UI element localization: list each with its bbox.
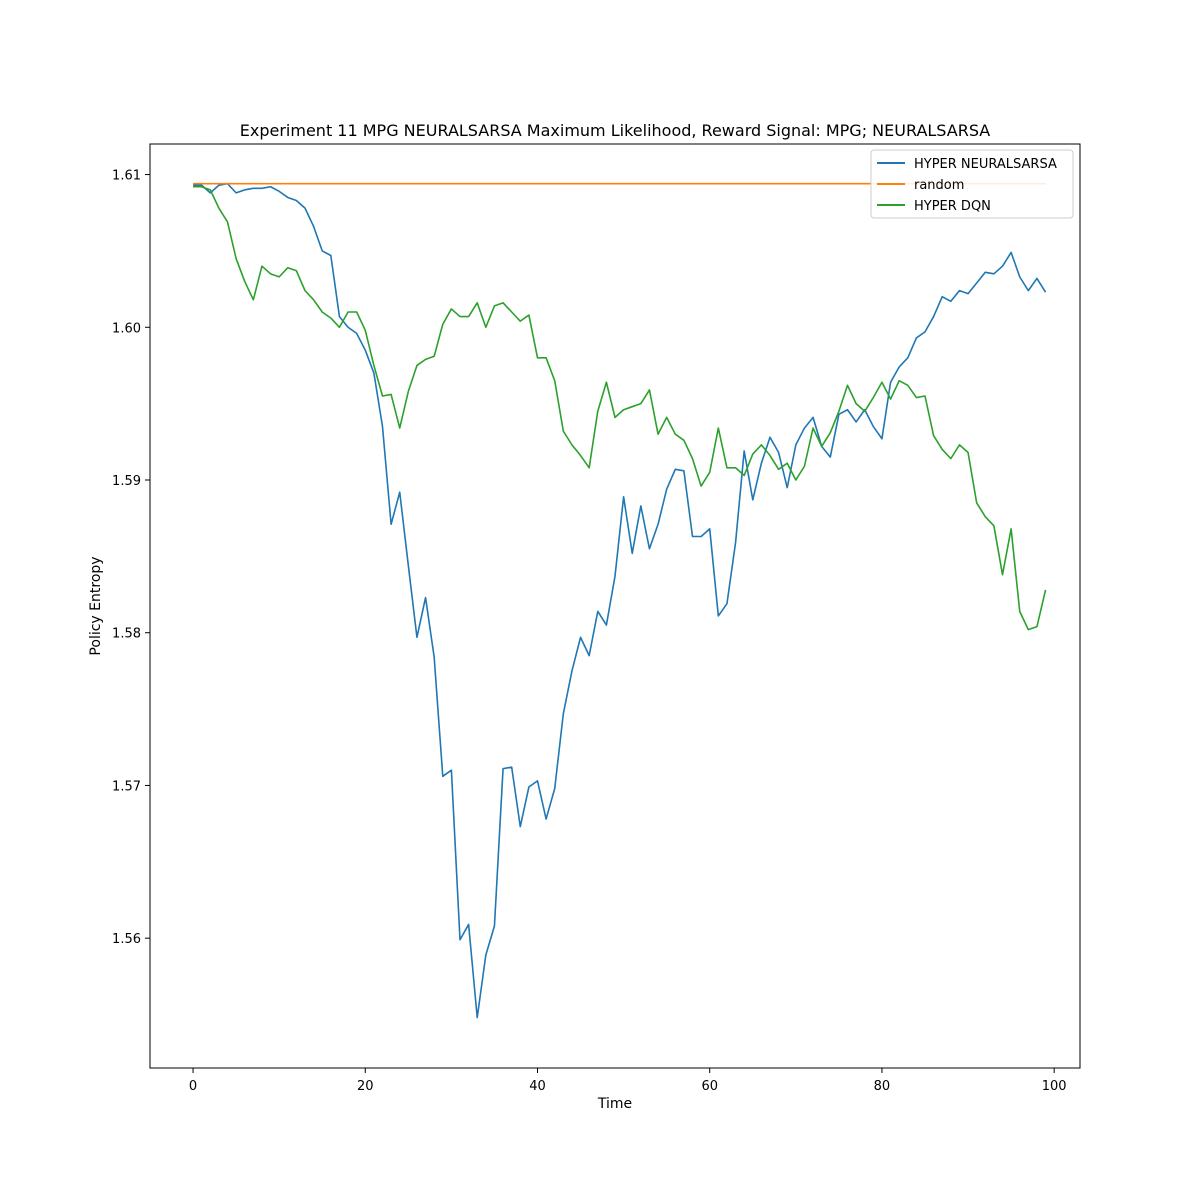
y-tick-label: 1.60 [112, 321, 141, 336]
y-axis-label: Policy Entropy [88, 556, 104, 655]
x-tick-label: 40 [529, 1079, 546, 1094]
legend-label: random [914, 178, 964, 193]
y-tick-label: 1.58 [112, 627, 141, 642]
y-axis: 1.56 1.57 1.58 1.59 1.60 1.61 [112, 169, 150, 947]
legend-label: HYPER NEURALSARSA [914, 157, 1057, 172]
series-line-hyper-neuralsarsa [193, 182, 1047, 1019]
series-line-hyper-dqn [193, 185, 1047, 631]
legend: HYPER NEURALSARSA random HYPER DQN [870, 149, 1074, 219]
legend-box [870, 149, 1074, 219]
x-axis-label: Time [597, 1096, 632, 1112]
y-tick-label: 1.59 [112, 474, 141, 489]
x-tick-label: 100 [1042, 1079, 1067, 1094]
axes-frame [149, 143, 1081, 1069]
x-tick-label: 60 [701, 1079, 718, 1094]
y-tick-label: 1.61 [112, 169, 141, 184]
legend-label: HYPER DQN [914, 199, 991, 214]
y-tick-label: 1.57 [112, 779, 141, 794]
chart-title: Experiment 11 MPG NEURALSARSA Maximum Li… [240, 121, 991, 140]
x-axis: 0 20 40 60 80 100 [189, 1068, 1067, 1094]
x-tick-label: 20 [357, 1079, 374, 1094]
x-tick-label: 0 [189, 1079, 197, 1094]
x-tick-label: 80 [874, 1079, 891, 1094]
y-tick-label: 1.56 [112, 932, 141, 947]
